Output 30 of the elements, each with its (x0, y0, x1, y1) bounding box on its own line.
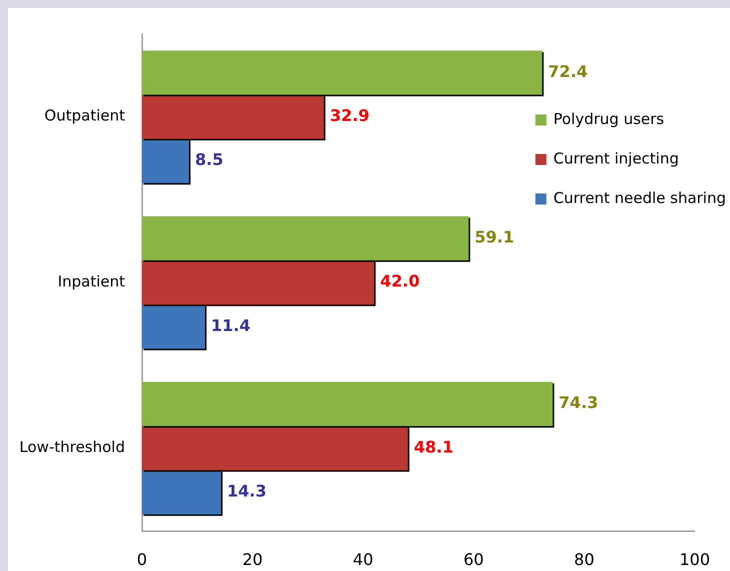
x-tick-label: 0 (136, 550, 148, 569)
bar (142, 382, 553, 426)
bar (142, 470, 222, 514)
bar (142, 50, 542, 95)
x-tick-label: 60 (463, 550, 484, 569)
bar (142, 426, 408, 470)
data-label: 14.3 (227, 482, 267, 500)
y-tick-label: Outpatient (44, 106, 126, 125)
data-label: 72.4 (548, 62, 588, 81)
data-label: 8.5 (194, 150, 224, 170)
x-tick-label: 100 (679, 550, 710, 569)
data-label: 32.9 (330, 106, 370, 125)
bar (142, 216, 469, 260)
data-label: 59.1 (474, 227, 514, 246)
bar (142, 138, 189, 184)
legend-label: Polydrug users (553, 110, 664, 128)
bar (142, 260, 374, 305)
data-label: 11.4 (211, 316, 250, 335)
data-label: 42.0 (380, 272, 420, 291)
y-tick-label: Low-threshold (19, 438, 125, 456)
data-label: 48.1 (414, 437, 454, 456)
y-tick-label: Inpatient (58, 272, 126, 290)
bar (142, 94, 324, 139)
x-tick-label: 40 (352, 550, 374, 569)
x-tick-label: 80 (574, 550, 594, 569)
legend-label: Current needle sharing (553, 188, 726, 207)
x-tick-label: 20 (242, 550, 263, 569)
bar (142, 304, 206, 349)
legend-label: Current injecting (553, 149, 679, 168)
data-label: 74.3 (558, 393, 598, 412)
